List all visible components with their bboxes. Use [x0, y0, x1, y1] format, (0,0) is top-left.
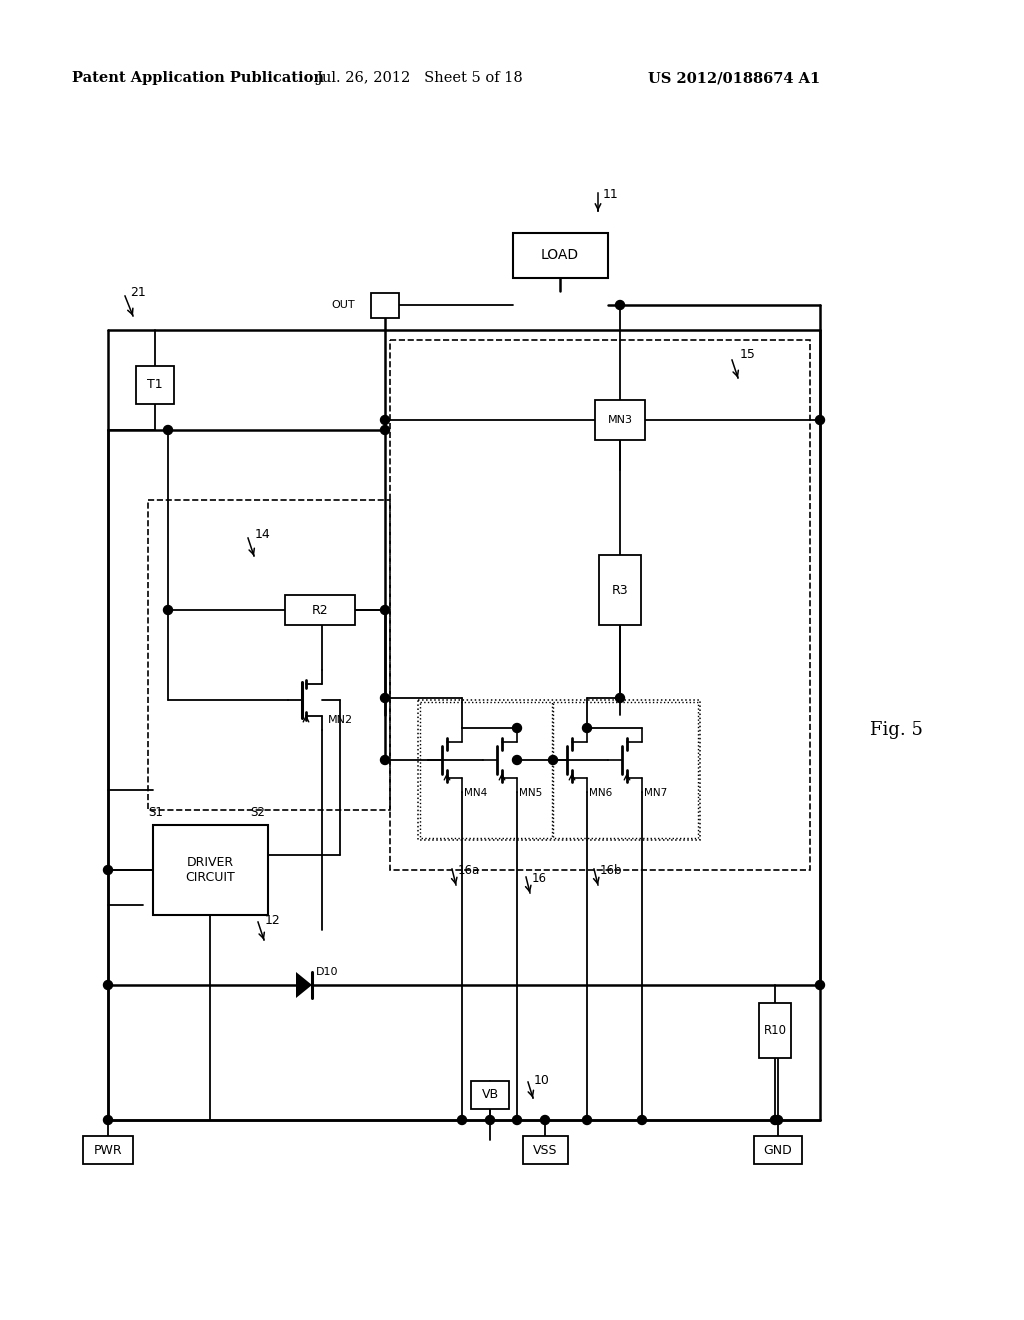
Text: 15: 15	[740, 348, 756, 362]
Circle shape	[773, 1115, 782, 1125]
Circle shape	[512, 1115, 521, 1125]
Circle shape	[615, 693, 625, 702]
Bar	[759, 1002, 791, 1057]
Text: VB: VB	[481, 1089, 499, 1101]
Text: 14: 14	[255, 528, 270, 541]
Circle shape	[458, 1115, 467, 1125]
Circle shape	[103, 981, 113, 990]
Circle shape	[381, 755, 389, 764]
Circle shape	[512, 755, 521, 764]
Bar	[512, 232, 607, 277]
Polygon shape	[296, 972, 312, 998]
Circle shape	[381, 606, 389, 615]
Text: GND: GND	[764, 1143, 793, 1156]
Circle shape	[815, 981, 824, 990]
Text: T1: T1	[147, 379, 163, 392]
Text: Jul. 26, 2012   Sheet 5 of 18: Jul. 26, 2012 Sheet 5 of 18	[316, 71, 523, 84]
Bar	[599, 554, 641, 624]
Text: 16: 16	[532, 871, 547, 884]
Text: 10: 10	[534, 1073, 550, 1086]
Circle shape	[615, 301, 625, 309]
Bar	[153, 825, 267, 915]
Bar	[754, 1137, 802, 1164]
Bar	[418, 700, 700, 840]
Text: Fig. 5: Fig. 5	[870, 721, 923, 739]
Circle shape	[103, 1115, 113, 1125]
Text: 16a: 16a	[458, 863, 480, 876]
Text: R2: R2	[311, 603, 329, 616]
Circle shape	[381, 416, 389, 425]
Bar	[148, 500, 390, 810]
Circle shape	[583, 1115, 592, 1125]
Circle shape	[103, 866, 113, 874]
Circle shape	[485, 1115, 495, 1125]
Bar	[595, 400, 645, 440]
Text: S1: S1	[148, 805, 163, 818]
Circle shape	[512, 723, 521, 733]
Text: S2: S2	[250, 805, 265, 818]
Circle shape	[164, 606, 172, 615]
Text: 12: 12	[265, 913, 281, 927]
Bar	[136, 366, 174, 404]
Circle shape	[541, 1115, 550, 1125]
Bar	[390, 341, 810, 870]
Bar	[471, 1081, 509, 1109]
Text: DRIVER
CIRCUIT: DRIVER CIRCUIT	[185, 855, 234, 884]
Text: 21: 21	[130, 286, 145, 300]
Circle shape	[583, 723, 592, 733]
Text: MN3: MN3	[607, 414, 633, 425]
Bar	[553, 702, 698, 838]
Circle shape	[638, 1115, 646, 1125]
Text: MN7: MN7	[644, 788, 668, 799]
Text: OUT: OUT	[332, 300, 355, 310]
Bar	[420, 702, 552, 838]
Text: 16b: 16b	[600, 863, 623, 876]
Circle shape	[549, 755, 557, 764]
Text: D10: D10	[316, 968, 339, 977]
Text: PWR: PWR	[93, 1143, 122, 1156]
Text: 11: 11	[603, 189, 618, 202]
Text: LOAD: LOAD	[541, 248, 579, 261]
Text: R3: R3	[611, 583, 629, 597]
Circle shape	[381, 425, 389, 434]
Text: US 2012/0188674 A1: US 2012/0188674 A1	[648, 71, 820, 84]
Bar	[371, 293, 399, 318]
Text: Patent Application Publication: Patent Application Publication	[72, 71, 324, 84]
Circle shape	[770, 1115, 779, 1125]
Text: R10: R10	[764, 1023, 786, 1036]
Text: MN5: MN5	[519, 788, 543, 799]
Bar	[522, 1137, 567, 1164]
Circle shape	[381, 693, 389, 702]
Text: MN4: MN4	[464, 788, 487, 799]
Circle shape	[164, 425, 172, 434]
Text: MN6: MN6	[589, 788, 612, 799]
Bar	[285, 595, 355, 624]
Bar	[83, 1137, 133, 1164]
Text: VSS: VSS	[532, 1143, 557, 1156]
Text: MN2: MN2	[328, 715, 353, 725]
Circle shape	[815, 416, 824, 425]
